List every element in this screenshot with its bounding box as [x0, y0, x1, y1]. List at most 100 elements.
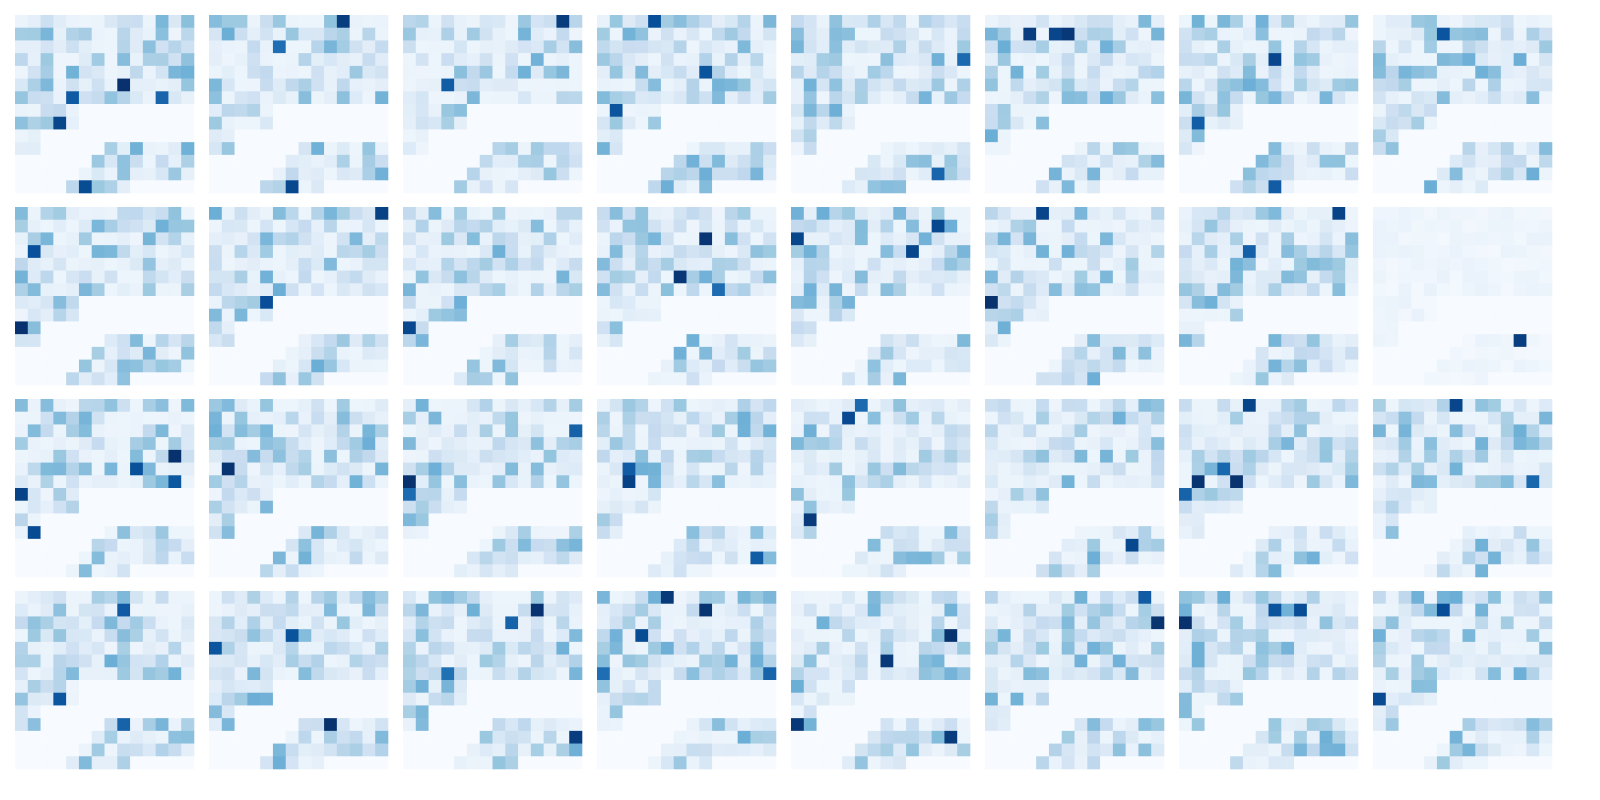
heatmap-cell	[15, 667, 29, 681]
heatmap-cell	[375, 591, 389, 605]
heatmap-cell	[893, 424, 907, 438]
heatmap-cell	[1526, 334, 1540, 348]
heatmap-cell	[1332, 437, 1346, 451]
heatmap-cell	[1306, 449, 1320, 463]
heatmap-cell	[1373, 129, 1387, 143]
heatmap-cell	[530, 207, 544, 221]
heatmap-cell	[311, 500, 325, 514]
heatmap-cell	[104, 641, 118, 655]
heatmap-cell	[142, 154, 156, 168]
heatmap-cell	[997, 78, 1011, 92]
heatmap-cell	[1217, 411, 1231, 425]
heatmap-cell	[556, 296, 570, 310]
heatmap-cell	[1023, 65, 1037, 79]
heatmap-cell	[311, 321, 325, 335]
heatmap-cell	[1539, 437, 1553, 451]
heatmap-cell	[1191, 27, 1205, 41]
heatmap-cell	[1500, 180, 1514, 194]
heatmap-cell	[918, 219, 932, 233]
heatmap-cell	[324, 603, 338, 617]
heatmap-cell	[1217, 424, 1231, 438]
heatmap-cell	[699, 308, 713, 322]
heatmap-cell	[1373, 245, 1387, 259]
heatmap-cell	[1125, 245, 1139, 259]
heatmap-cell	[737, 78, 751, 92]
heatmap-cell	[168, 167, 182, 181]
heatmap-cell	[1036, 154, 1050, 168]
heatmap-cell	[1449, 40, 1463, 54]
heatmap-cell	[1036, 449, 1050, 463]
heatmap-cell	[1526, 359, 1540, 373]
heatmap-cell	[441, 40, 455, 54]
heatmap-cell	[1010, 437, 1024, 451]
heatmap-cell	[403, 129, 417, 143]
heatmap-cell	[181, 411, 195, 425]
heatmap-cell	[1306, 346, 1320, 360]
heatmap-cell	[1112, 78, 1126, 92]
heatmap-cell	[518, 27, 532, 41]
heatmap-cell	[104, 680, 118, 694]
heatmap-cell	[985, 488, 999, 502]
heatmap-cell	[272, 180, 287, 194]
heatmap-cell	[1411, 513, 1425, 527]
heatmap-cell	[117, 334, 131, 348]
heatmap-cell	[53, 437, 67, 451]
heatmap-cell	[803, 488, 817, 502]
heatmap-cell	[247, 475, 261, 489]
heatmap-cell	[569, 232, 583, 246]
heatmap-cell	[518, 462, 532, 476]
heatmap-cell	[686, 91, 700, 105]
heatmap-cell	[403, 296, 417, 310]
heatmap-cell	[597, 346, 611, 360]
heatmap-cell	[957, 551, 971, 565]
heatmap-cell	[1151, 372, 1165, 386]
heatmap-cell	[181, 424, 195, 438]
heatmap-cell	[1112, 411, 1126, 425]
heatmap-cell	[234, 296, 248, 310]
heatmap-cell	[1151, 513, 1165, 527]
heatmap-cell	[362, 167, 376, 181]
heatmap-cell	[1526, 500, 1540, 514]
heatmap-cell	[635, 104, 649, 118]
heatmap-cell	[441, 346, 455, 360]
heatmap-cell	[712, 411, 726, 425]
heatmap-cell	[997, 359, 1011, 373]
heatmap-cell	[803, 449, 817, 463]
heatmap-cell	[155, 462, 169, 476]
heatmap-cell	[117, 257, 131, 271]
heatmap-cell	[648, 129, 662, 143]
heatmap-cell	[931, 129, 945, 143]
heatmap-cell	[1436, 180, 1451, 194]
heatmap-cell	[78, 730, 93, 744]
heatmap-cell	[1332, 346, 1346, 360]
heatmap-cell	[1010, 346, 1024, 360]
heatmap-cell	[403, 154, 417, 168]
heatmap-cell	[181, 372, 195, 386]
heatmap-cell	[803, 296, 817, 310]
heatmap-cell	[260, 488, 274, 502]
heatmap-cell	[543, 116, 557, 130]
heatmap-cell	[492, 334, 506, 348]
heatmap-cell	[569, 104, 583, 118]
heatmap-cell	[985, 500, 999, 514]
heatmap-cell	[880, 104, 894, 118]
heatmap-cell	[660, 372, 675, 386]
heatmap-cell	[27, 308, 41, 322]
heatmap-cell	[1398, 245, 1412, 259]
heatmap-cell	[1100, 104, 1114, 118]
heatmap-cell	[1100, 462, 1114, 476]
heatmap-cell	[737, 257, 751, 271]
heatmap-cell	[1010, 564, 1024, 578]
heatmap-cell	[324, 283, 338, 297]
heatmap-cell	[441, 129, 455, 143]
heatmap-cell	[336, 40, 350, 54]
heatmap-cell	[1087, 424, 1101, 438]
heatmap-cell	[1475, 551, 1489, 565]
heatmap-cell	[234, 40, 248, 54]
heatmap-cell	[543, 462, 557, 476]
heatmap-cell	[543, 154, 557, 168]
heatmap-cell	[40, 743, 54, 757]
heatmap-cell	[1424, 65, 1438, 79]
heatmap-cell	[234, 334, 248, 348]
heatmap-cell	[816, 219, 830, 233]
